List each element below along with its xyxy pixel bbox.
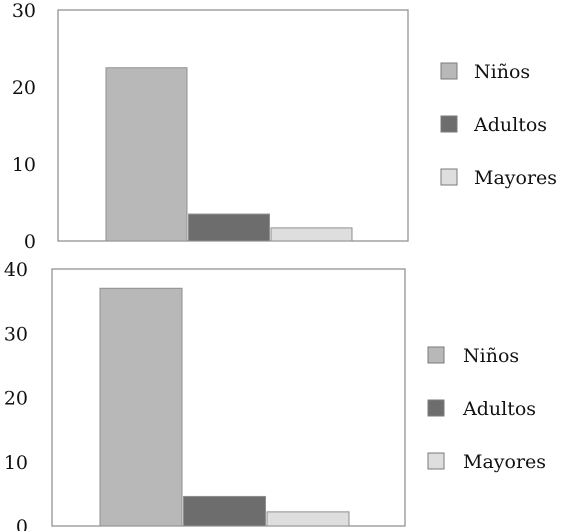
y-tick-label: 0 — [24, 231, 36, 253]
legend-label: Niños — [474, 61, 530, 83]
bar-adultos — [183, 495, 266, 527]
bar-ni-os — [105, 67, 188, 242]
chart-1: 0 10 20 30 Niños Adultos Mayores — [12, 0, 557, 253]
legend-swatch — [440, 115, 458, 133]
y-tick-label: 30 — [4, 323, 28, 345]
legend-label: Adultos — [473, 114, 547, 136]
legend-swatch — [440, 168, 458, 186]
legend-label: Mayores — [463, 451, 546, 473]
y-tick-label: 10 — [4, 452, 28, 474]
y-tick-label: 20 — [12, 77, 36, 99]
legend-label: Adultos — [462, 398, 536, 420]
y-tick-label: 0 — [16, 516, 28, 531]
y-tick-label: 10 — [12, 154, 36, 176]
y-tick-label: 30 — [12, 0, 36, 22]
legend-label: Mayores — [474, 167, 557, 189]
y-tick-label: 20 — [4, 388, 28, 410]
legend-swatch — [427, 452, 445, 470]
chart-2: 0 10 20 30 40 Niños Adultos Mayores — [4, 259, 546, 531]
legend-label: Niños — [463, 345, 519, 367]
bar-mayores — [266, 511, 350, 527]
legend-swatch — [427, 346, 445, 364]
legend-swatch — [427, 399, 445, 417]
bar-ni-os — [99, 287, 183, 527]
y-tick-label: 40 — [4, 259, 28, 281]
legend-swatch — [440, 62, 458, 80]
bar-adultos — [188, 213, 270, 242]
bar-mayores — [270, 227, 353, 242]
